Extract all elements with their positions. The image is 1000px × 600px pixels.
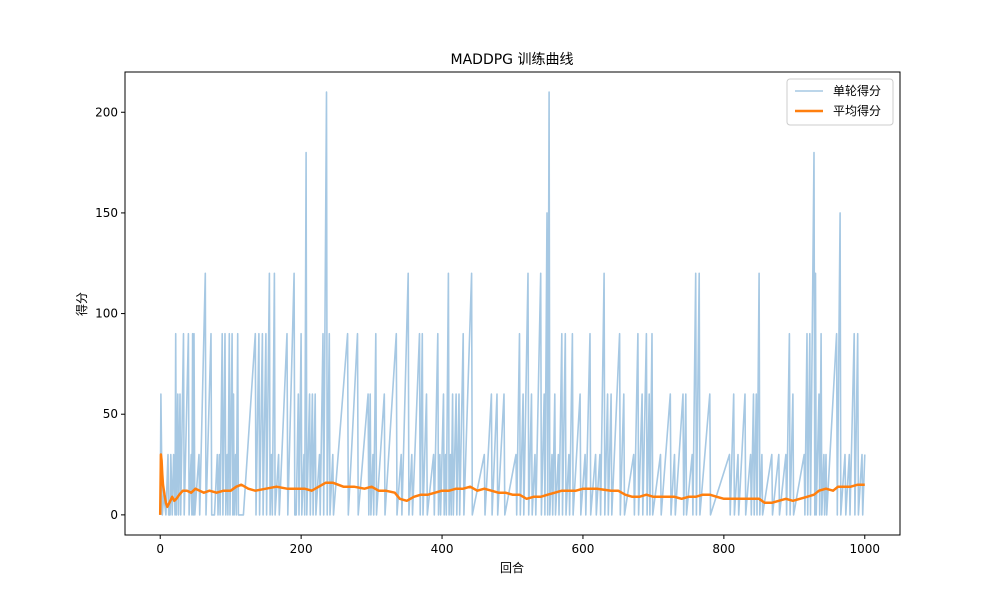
y-axis-label: 得分 — [74, 292, 89, 316]
y-tick-label: 50 — [103, 407, 118, 421]
x-axis-label: 回合 — [500, 560, 524, 575]
x-axis-ticks: 0 200 400 600 800 1000 — [156, 535, 880, 556]
legend-label-single-score: 单轮得分 — [833, 83, 881, 98]
series-line-average-score — [158, 453, 865, 515]
x-tick-label: 1000 — [849, 542, 880, 556]
legend-label-average-score: 平均得分 — [833, 103, 881, 118]
chart-title: MADDPG 训练曲线 — [451, 52, 574, 68]
plot-area — [125, 72, 900, 535]
legend: 单轮得分 平均得分 — [786, 78, 894, 126]
x-tick-label: 600 — [572, 542, 595, 556]
x-tick-label: 400 — [431, 542, 454, 556]
y-tick-label: 100 — [95, 307, 118, 321]
x-tick-label: 200 — [290, 542, 313, 556]
y-tick-label: 200 — [95, 105, 118, 119]
y-tick-label: 150 — [95, 206, 118, 220]
plot-frame — [124, 71, 901, 536]
y-axis-ticks: 0 50 100 150 200 — [95, 105, 125, 522]
x-tick-label: 800 — [712, 542, 735, 556]
y-tick-label: 0 — [110, 508, 118, 522]
series-line-single-score — [159, 91, 866, 516]
series-layer — [158, 91, 866, 516]
x-tick-label: 0 — [156, 542, 164, 556]
